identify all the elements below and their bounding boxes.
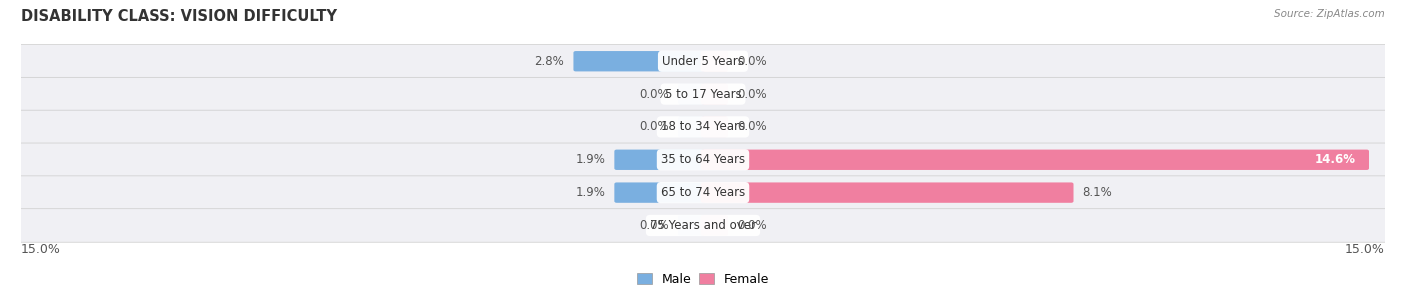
Text: 14.6%: 14.6% (1315, 153, 1355, 166)
FancyBboxPatch shape (678, 117, 706, 137)
FancyBboxPatch shape (15, 45, 1391, 78)
FancyBboxPatch shape (700, 149, 1369, 170)
Legend: Male, Female: Male, Female (631, 268, 775, 291)
Text: 15.0%: 15.0% (21, 242, 60, 256)
Text: 75 Years and over: 75 Years and over (650, 219, 756, 232)
Text: DISABILITY CLASS: VISION DIFFICULTY: DISABILITY CLASS: VISION DIFFICULTY (21, 9, 337, 24)
Text: 0.0%: 0.0% (640, 120, 669, 133)
FancyBboxPatch shape (700, 84, 728, 104)
FancyBboxPatch shape (700, 117, 728, 137)
FancyBboxPatch shape (614, 182, 706, 203)
Text: 15.0%: 15.0% (1346, 242, 1385, 256)
Text: 0.0%: 0.0% (737, 88, 766, 101)
Text: 65 to 74 Years: 65 to 74 Years (661, 186, 745, 199)
FancyBboxPatch shape (15, 143, 1391, 177)
FancyBboxPatch shape (574, 51, 706, 71)
FancyBboxPatch shape (15, 110, 1391, 144)
Text: 0.0%: 0.0% (640, 219, 669, 232)
Text: 0.0%: 0.0% (737, 219, 766, 232)
FancyBboxPatch shape (15, 176, 1391, 209)
Text: 0.0%: 0.0% (640, 88, 669, 101)
FancyBboxPatch shape (700, 182, 1074, 203)
FancyBboxPatch shape (700, 51, 728, 71)
Text: 2.8%: 2.8% (534, 55, 564, 68)
FancyBboxPatch shape (678, 84, 706, 104)
FancyBboxPatch shape (15, 77, 1391, 111)
FancyBboxPatch shape (678, 215, 706, 236)
Text: 1.9%: 1.9% (575, 153, 605, 166)
Text: Source: ZipAtlas.com: Source: ZipAtlas.com (1274, 9, 1385, 19)
FancyBboxPatch shape (614, 149, 706, 170)
FancyBboxPatch shape (700, 215, 728, 236)
FancyBboxPatch shape (15, 209, 1391, 242)
Text: Under 5 Years: Under 5 Years (662, 55, 744, 68)
Text: 35 to 64 Years: 35 to 64 Years (661, 153, 745, 166)
Text: 8.1%: 8.1% (1083, 186, 1112, 199)
Text: 1.9%: 1.9% (575, 186, 605, 199)
Text: 18 to 34 Years: 18 to 34 Years (661, 120, 745, 133)
Text: 0.0%: 0.0% (737, 55, 766, 68)
Text: 0.0%: 0.0% (737, 120, 766, 133)
Text: 5 to 17 Years: 5 to 17 Years (665, 88, 741, 101)
